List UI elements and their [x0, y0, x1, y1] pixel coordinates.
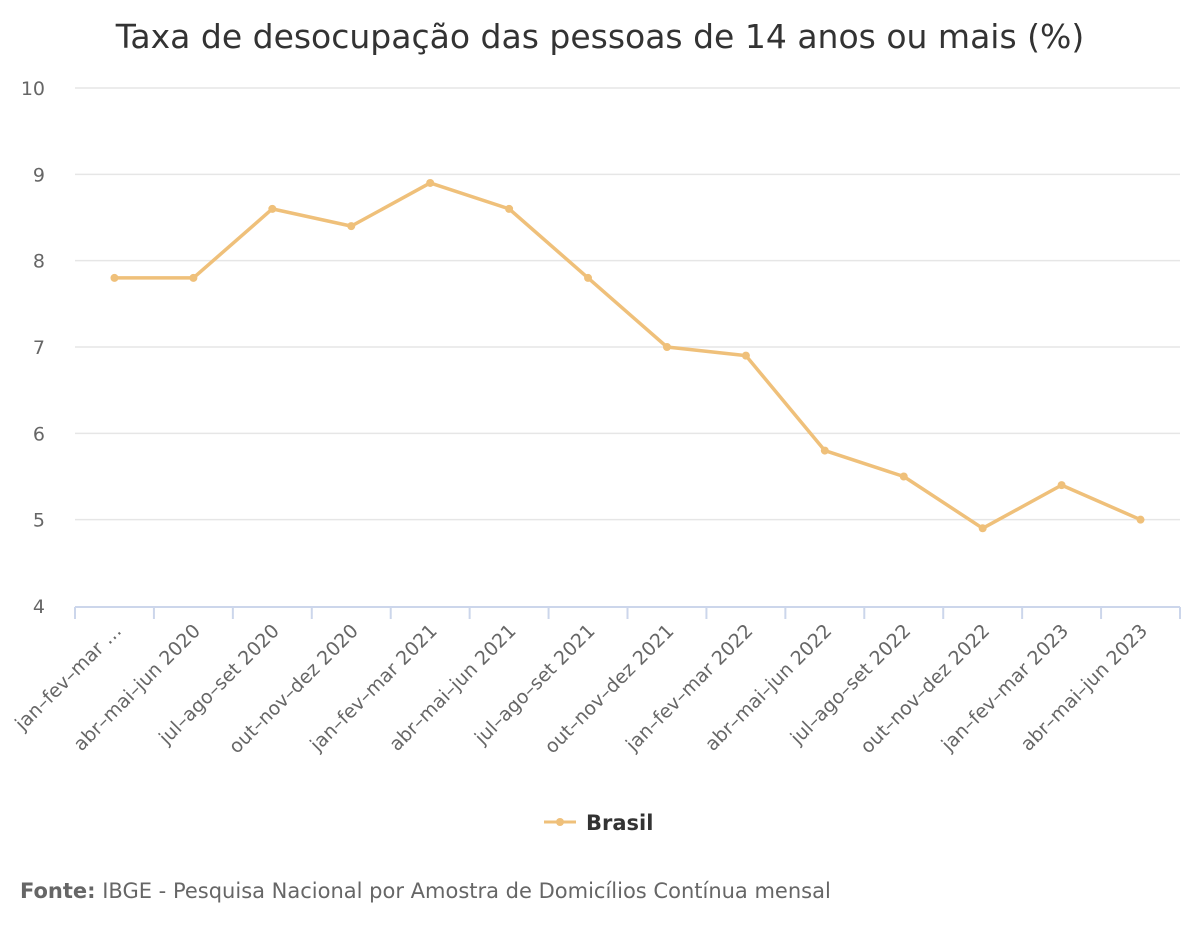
y-tick-label: 10	[21, 78, 45, 100]
data-point[interactable]	[1136, 515, 1145, 524]
data-point[interactable]	[584, 273, 593, 282]
legend-marker-brasil	[556, 818, 564, 826]
source-text: IBGE - Pesquisa Nacional por Amostra de …	[96, 879, 831, 903]
data-point[interactable]	[1057, 481, 1066, 490]
data-point[interactable]	[978, 524, 987, 533]
x-tick-label: out–nov–dez 2022	[856, 620, 994, 758]
data-point[interactable]	[741, 351, 750, 360]
y-tick-label: 7	[33, 337, 45, 359]
series-line-brasil	[114, 181, 1142, 531]
legend-label-brasil[interactable]: Brasil	[586, 811, 653, 835]
data-point[interactable]	[426, 178, 435, 187]
x-tick-label: out–nov–dez 2021	[541, 620, 679, 758]
legend[interactable]: Brasil	[544, 811, 653, 835]
source-note: Fonte: IBGE - Pesquisa Nacional por Amos…	[20, 879, 831, 903]
data-point[interactable]	[820, 446, 829, 455]
data-point[interactable]	[505, 204, 514, 213]
y-tick-label: 6	[33, 423, 45, 445]
y-tick-label: 8	[33, 251, 45, 273]
y-tick-label: 9	[33, 164, 45, 186]
data-point[interactable]	[662, 343, 671, 351]
data-point[interactable]	[189, 273, 198, 282]
data-point[interactable]	[110, 273, 119, 282]
data-point[interactable]	[347, 222, 356, 231]
data-point[interactable]	[268, 204, 277, 213]
source-label: Fonte:	[20, 879, 96, 903]
y-tick-label: 5	[33, 510, 45, 532]
data-point[interactable]	[899, 472, 908, 481]
y-tick-label: 4	[33, 596, 45, 618]
x-tick-label: out–nov–dez 2020	[225, 620, 363, 758]
chart-title: Taxa de desocupação das pessoas de 14 an…	[115, 17, 1085, 56]
